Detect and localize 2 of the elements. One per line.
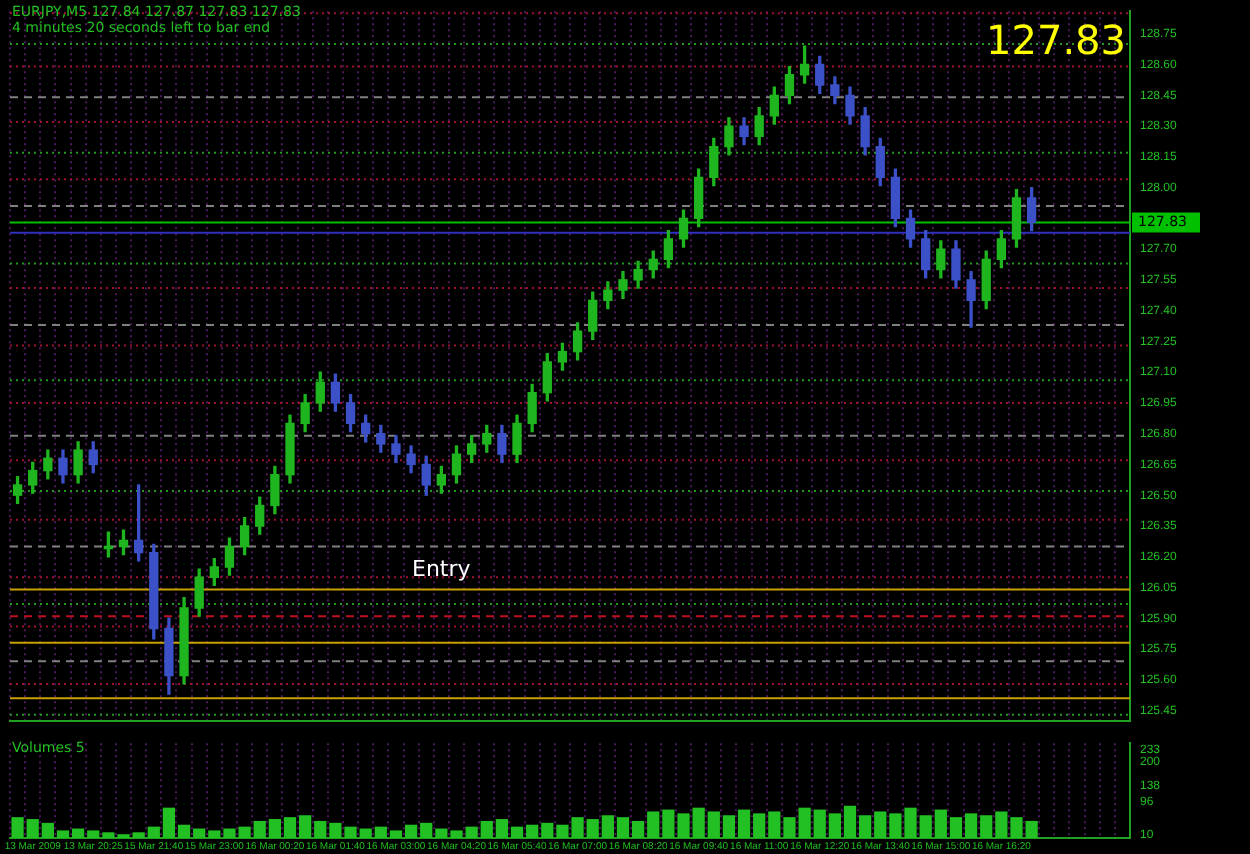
annotation: Entry xyxy=(412,556,471,582)
annotation: 127.83 xyxy=(986,16,1126,64)
